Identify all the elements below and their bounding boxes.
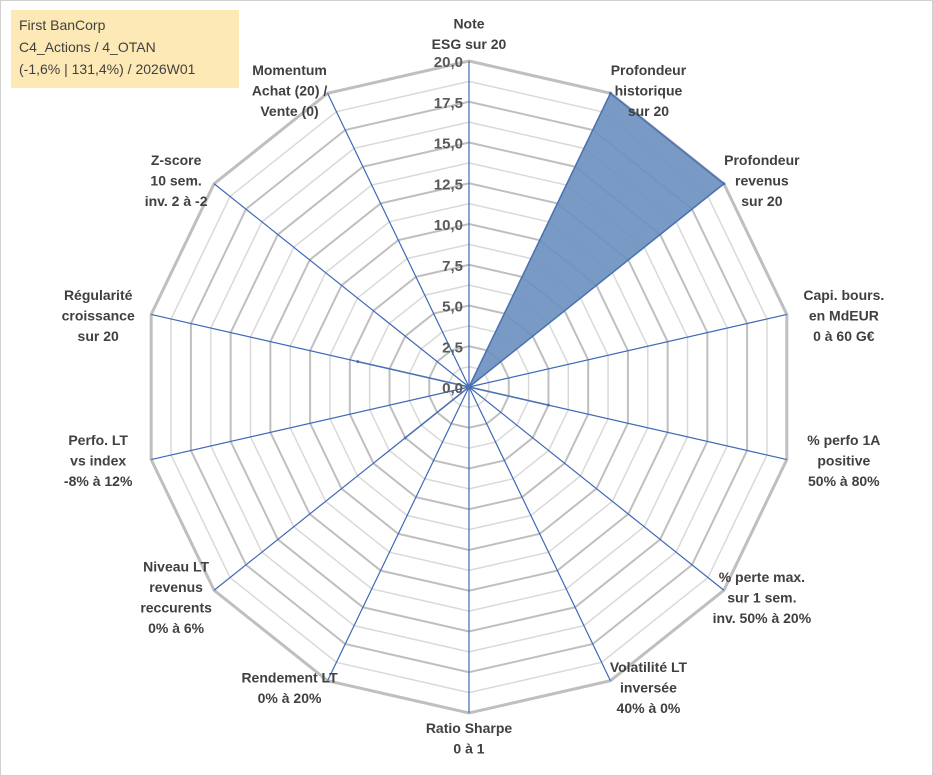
axis-label-line: Z-score	[151, 152, 202, 168]
axis-label: Momentum Achat (20) / Vente (0)	[252, 62, 328, 119]
axis-label-line: croissance	[62, 307, 135, 323]
data-point	[608, 91, 612, 95]
axis-spoke	[213, 183, 470, 388]
axis-label: Profondeur historique sur 20	[611, 62, 687, 119]
axis-label-line: Rendement LT	[241, 669, 338, 685]
axis-label-line: 40% à 0%	[617, 700, 681, 716]
axis-label-line: 0% à 20%	[258, 690, 322, 706]
series-area	[357, 92, 726, 439]
axis-label-line: Perfo. LT	[68, 432, 128, 448]
axis-label: % perfo 1A positive 50% à 80%	[807, 432, 880, 489]
axis-label: Niveau LT revenus reccurents 0% à 6%	[140, 559, 212, 637]
axis-label-line: % perfo 1A	[807, 432, 880, 448]
axis-label-line: 0 à 1	[453, 741, 484, 757]
data-point	[467, 385, 471, 389]
axis-spoke	[468, 386, 611, 681]
axis-label-line: Niveau LT	[143, 559, 209, 575]
axis-label-line: positive	[817, 453, 870, 469]
axis-label: Capi. bours. en MdEUR 0 à 60 G€	[803, 287, 884, 344]
axis-label-line: revenus	[735, 173, 789, 189]
axis-label: Perfo. LT vs index -8% à 12%	[64, 432, 133, 489]
axis-label-line: vs index	[70, 453, 126, 469]
axis-label-line: Régularité	[64, 287, 133, 303]
axis-spoke	[151, 386, 470, 461]
axis-label-line: 50% à 80%	[808, 473, 880, 489]
data-point	[403, 436, 407, 440]
data-point	[546, 403, 550, 407]
axis-label: Z-score 10 sem. inv. 2 à -2	[145, 152, 208, 209]
axis-label-line: en MdEUR	[809, 307, 879, 323]
axis-label-line: Achat (20) /	[252, 82, 328, 98]
axis-label-line: % perte max.	[719, 569, 805, 585]
data-point	[722, 182, 726, 186]
axis-label-line: Ratio Sharpe	[426, 720, 513, 736]
axis-label: Volatilité LT inversée 40% à 0%	[610, 659, 688, 716]
tick-label: 10,0	[434, 217, 463, 234]
company-name: First BanCorp	[19, 17, 106, 33]
info-box: First BanCorp C4_Actions / 4_OTAN (-1,6%…	[11, 10, 239, 88]
axis-label-line: Profondeur	[724, 152, 800, 168]
axis-label-line: Note	[453, 16, 484, 32]
axis-label-line: inversée	[620, 680, 677, 696]
axis-label-line: 0% à 6%	[148, 620, 205, 636]
tick-label: 17,5	[434, 95, 463, 112]
axis-label: Ratio Sharpe 0 à 1	[426, 720, 513, 757]
axis-label: Profondeur revenus sur 20	[724, 152, 800, 209]
axis-label-line: Momentum	[252, 62, 327, 78]
axis-spoke	[468, 386, 725, 591]
axis-label-line: historique	[615, 82, 683, 98]
tick-label: 12,5	[434, 176, 463, 193]
axis-spoke	[468, 313, 787, 388]
axis-label-line: sur 20	[78, 328, 119, 344]
axis-label: Régularité croissance sur 20	[62, 287, 135, 344]
axis-label-line: revenus	[149, 579, 203, 595]
axis-spoke	[327, 93, 470, 388]
axis-label: % perte max. sur 1 sem. inv. 50% à 20%	[713, 569, 812, 626]
axis-label-line: 10 sem.	[150, 173, 201, 189]
axis-label-line: Profondeur	[611, 62, 687, 78]
tick-label: 5,0	[442, 299, 463, 316]
tick-label: 20,0	[434, 54, 463, 71]
axis-label-line: inv. 2 à -2	[145, 193, 208, 209]
data-point	[356, 360, 360, 364]
tick-label: 15,0	[434, 136, 463, 153]
category-label: C4_Actions / 4_OTAN	[19, 39, 156, 55]
axis-label-line: sur 20	[741, 193, 782, 209]
axis-label-line: sur 1 sem.	[727, 589, 796, 605]
axis-label-line: sur 20	[628, 103, 669, 119]
axis-label: Rendement LT 0% à 20%	[241, 669, 338, 706]
axis-label-line: inv. 50% à 20%	[713, 610, 812, 626]
axis-label-line: Capi. bours.	[803, 287, 884, 303]
axis-label-line: ESG sur 20	[432, 36, 507, 52]
tick-label: 7,5	[442, 258, 463, 275]
axis-spoke	[327, 386, 470, 681]
tick-label: 2,5	[442, 339, 463, 356]
performance-label: (-1,6% | 131,4%) / 2026W01	[19, 61, 196, 77]
tick-label: 0,0	[442, 380, 463, 397]
axis-label-line: 0 à 60 G€	[813, 328, 875, 344]
axis-label-line: reccurents	[140, 600, 212, 616]
axis-label: Note ESG sur 20	[432, 16, 507, 53]
axis-label-line: -8% à 12%	[64, 473, 133, 489]
axis-label-line: Volatilité LT	[610, 659, 688, 675]
axis-label-line: Vente (0)	[260, 103, 318, 119]
